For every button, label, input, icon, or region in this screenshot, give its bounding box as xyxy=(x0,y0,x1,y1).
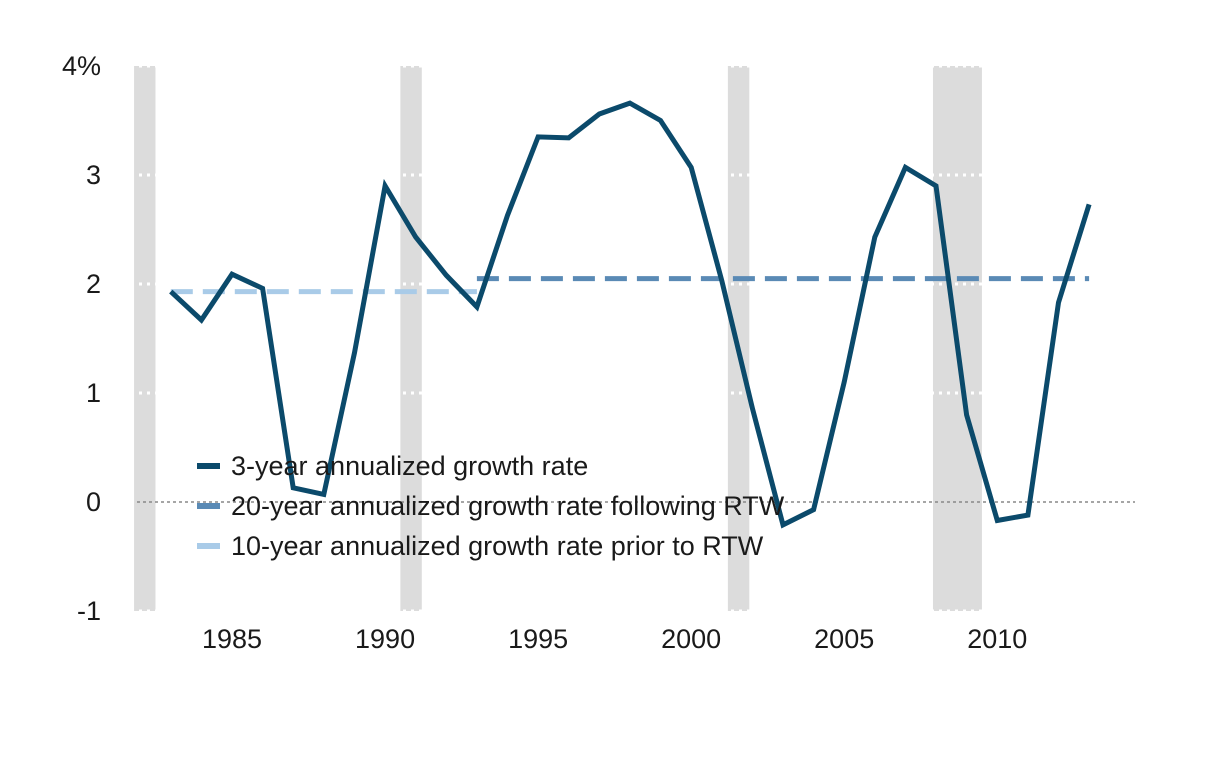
y-tick-label: 3 xyxy=(86,160,101,190)
legend-label: 20-year annualized growth rate following… xyxy=(231,491,785,521)
recession-band xyxy=(400,66,422,611)
y-axis: 4% 3 2 1 0 -1 xyxy=(62,51,101,626)
gridlines xyxy=(131,64,1135,613)
y-tick-label: 4% xyxy=(62,51,101,81)
series-group xyxy=(169,100,1092,529)
x-tick-label: 1995 xyxy=(508,624,568,654)
legend-label: 10-year annualized growth rate prior to … xyxy=(231,531,764,561)
y-tick-label: -1 xyxy=(77,596,101,626)
x-tick-label: 2000 xyxy=(661,624,721,654)
x-tick-label: 2005 xyxy=(814,624,874,654)
y-tick-label: 0 xyxy=(86,487,101,517)
y-tick-label: 1 xyxy=(86,378,101,408)
legend: 3-year annualized growth rate 20-year ann… xyxy=(197,451,785,561)
x-tick-label: 1985 xyxy=(202,624,262,654)
recession-band xyxy=(134,66,156,611)
x-axis: 1985 1990 1995 2000 2005 2010 xyxy=(202,624,1027,654)
series-line-1 xyxy=(169,100,1092,529)
recession-band xyxy=(727,66,750,611)
legend-label: 3-year annualized growth rate xyxy=(231,451,588,481)
y-tick-label: 2 xyxy=(86,269,101,299)
x-tick-label: 2010 xyxy=(967,624,1027,654)
x-tick-label: 1990 xyxy=(355,624,415,654)
